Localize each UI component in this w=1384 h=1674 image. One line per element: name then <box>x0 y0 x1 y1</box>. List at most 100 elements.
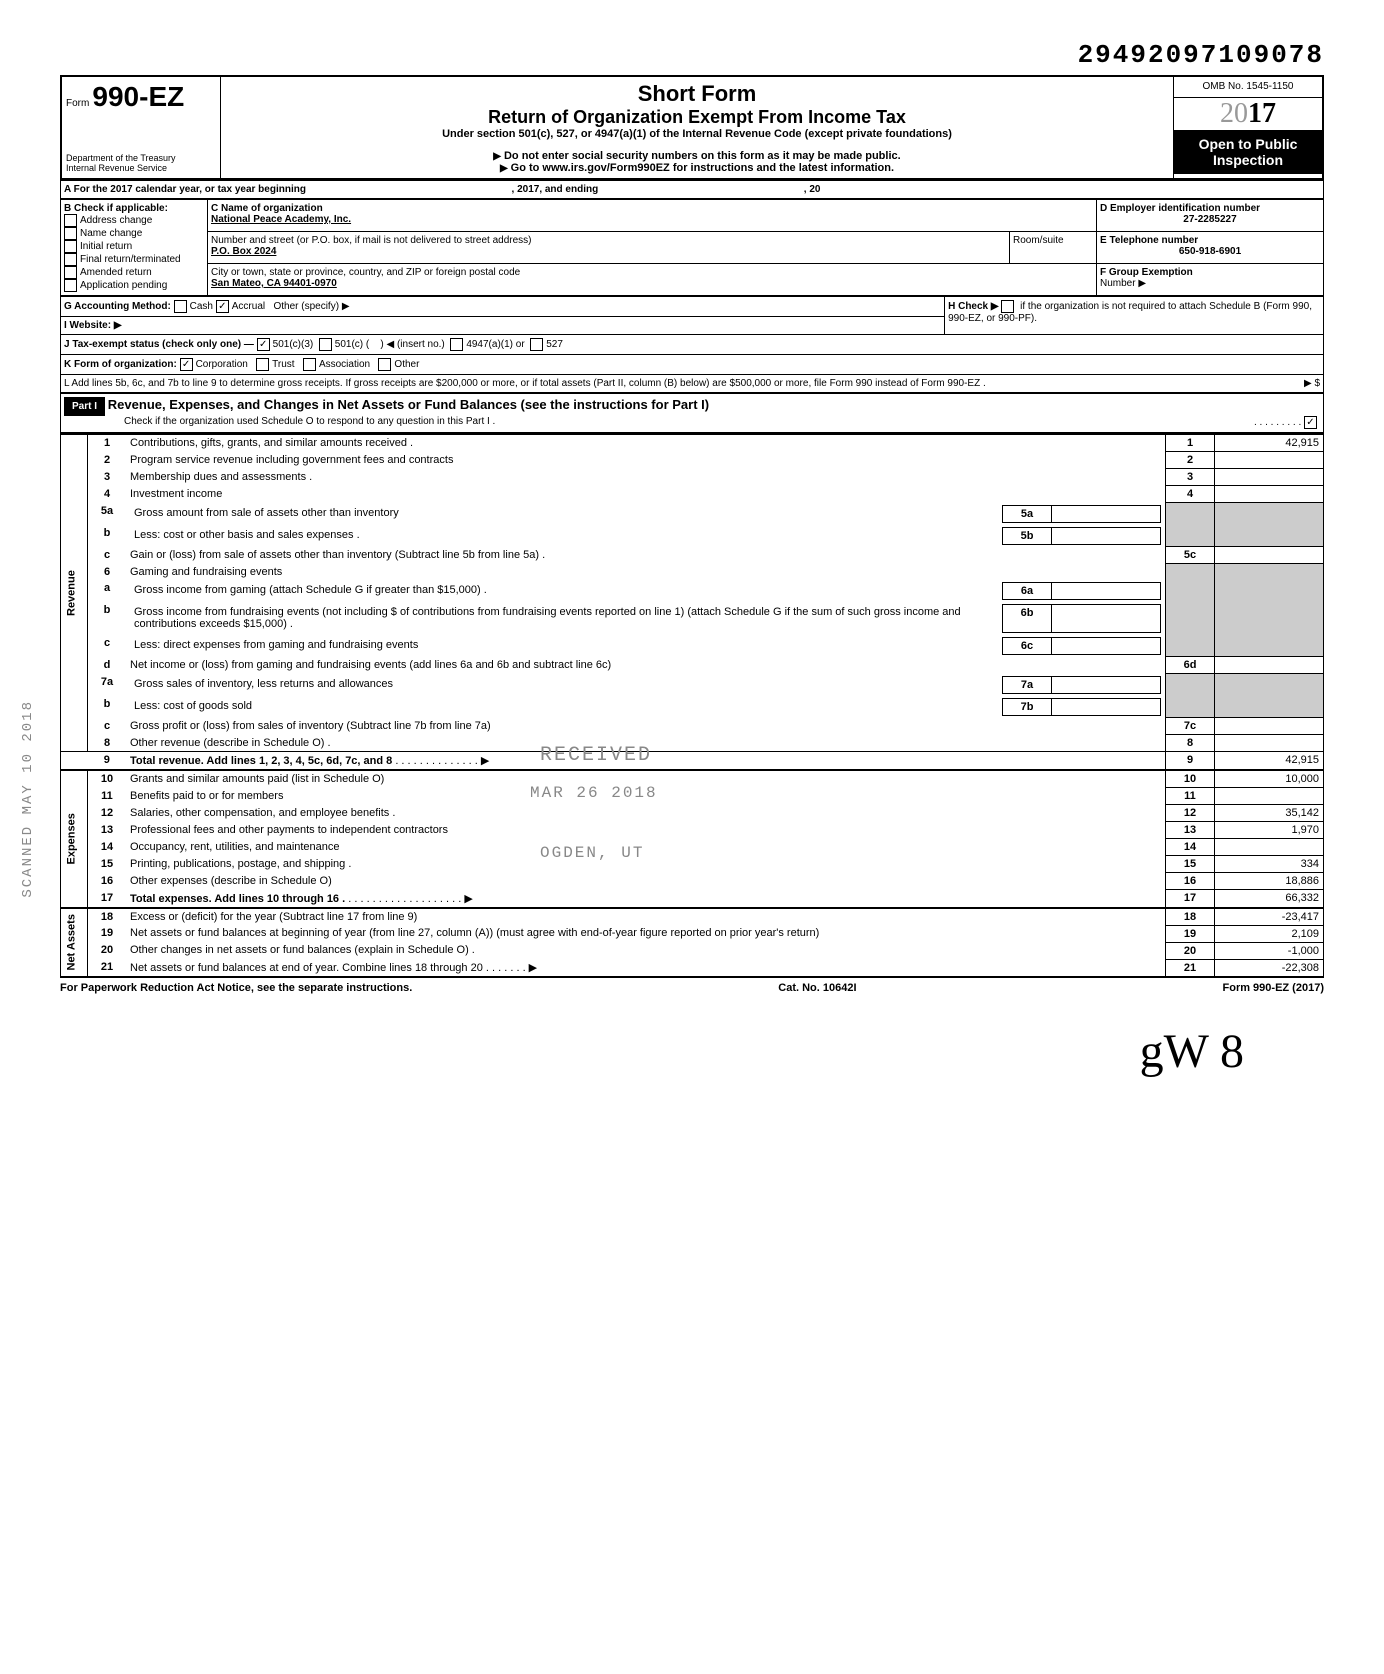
line-18-num: 18 <box>88 908 127 926</box>
checkbox-accrual[interactable]: ✓ <box>216 300 229 313</box>
checkbox-501c3[interactable]: ✓ <box>257 338 270 351</box>
checkbox-schedule-b[interactable] <box>1001 300 1014 313</box>
checkbox-amended[interactable] <box>64 266 77 279</box>
line-16-val: 18,886 <box>1215 873 1324 890</box>
street-label: Number and street (or P.O. box, if mail … <box>211 235 532 246</box>
part1-label: Part I <box>64 397 105 416</box>
line-15-val: 334 <box>1215 856 1324 873</box>
line-7c-num: c <box>88 718 127 735</box>
line-1-box: 1 <box>1166 435 1215 452</box>
line-6d-text: Net income or (loss) from gaming and fun… <box>126 657 1166 674</box>
line-15-num: 15 <box>88 856 127 873</box>
line-j-label: J Tax-exempt status (check only one) — <box>64 339 254 350</box>
checkbox-501c[interactable] <box>319 338 332 351</box>
line-8-num: 8 <box>88 735 127 752</box>
line-19-box: 19 <box>1166 925 1215 942</box>
line-6-num: 6 <box>88 564 127 580</box>
checkbox-schedule-o[interactable]: ✓ <box>1304 416 1317 429</box>
line-15-text: Printing, publications, postage, and shi… <box>126 856 1166 873</box>
label-accrual: Accrual <box>232 301 265 312</box>
line-i-label: I Website: ▶ <box>64 320 122 331</box>
line-4-box: 4 <box>1166 486 1215 503</box>
line-a-end: , 20 <box>804 184 821 195</box>
line-15-box: 15 <box>1166 856 1215 873</box>
short-form-title: Short Form <box>225 81 1169 107</box>
section-f-label: F Group Exemption <box>1100 267 1193 278</box>
line-7a-subval <box>1052 676 1161 693</box>
line-2-text: Program service revenue including govern… <box>126 452 1166 469</box>
line-17-num: 17 <box>88 890 127 908</box>
dept-treasury: Department of the Treasury <box>66 153 216 163</box>
instruction-1: Do not enter social security numbers on … <box>225 150 1169 162</box>
line-l-text: L Add lines 5b, 6c, and 7b to line 9 to … <box>64 378 986 389</box>
line-6d-box: 6d <box>1166 657 1215 674</box>
line-14-num: 14 <box>88 839 127 856</box>
form-header: Form 990-EZ Department of the Treasury I… <box>60 75 1324 180</box>
line-10-box: 10 <box>1166 770 1215 788</box>
line-5c-box: 5c <box>1166 547 1215 564</box>
signature: gW 8 <box>60 1024 1324 1079</box>
label-initial-return: Initial return <box>80 241 132 252</box>
line-13-num: 13 <box>88 822 127 839</box>
line-10-num: 10 <box>88 770 127 788</box>
line-21-val: -22,308 <box>1215 959 1324 977</box>
checkbox-name-change[interactable] <box>64 227 77 240</box>
stamp-date: MAR 26 2018 <box>530 784 658 802</box>
line-13-text: Professional fees and other payments to … <box>126 822 1166 839</box>
file-number: 29492097109078 <box>60 40 1324 70</box>
line-12-box: 12 <box>1166 805 1215 822</box>
room-label: Room/suite <box>1013 235 1064 246</box>
line-4-val <box>1215 486 1324 503</box>
checkbox-cash[interactable] <box>174 300 187 313</box>
checkbox-4947[interactable] <box>450 338 463 351</box>
line-5b-subval <box>1052 527 1161 544</box>
label-501c: 501(c) ( <box>335 339 369 350</box>
line-3-num: 3 <box>88 469 127 486</box>
checkbox-pending[interactable] <box>64 279 77 292</box>
line-4-num: 4 <box>88 486 127 503</box>
form-prefix: Form <box>66 98 89 109</box>
line-11-val <box>1215 788 1324 805</box>
checkbox-initial-return[interactable] <box>64 240 77 253</box>
line-6a-num: a <box>88 580 127 602</box>
line-8-val <box>1215 735 1324 752</box>
checkbox-trust[interactable] <box>256 358 269 371</box>
line-a-label: A For the 2017 calendar year, or tax yea… <box>64 184 306 195</box>
line-6b-num: b <box>88 602 127 635</box>
line-3-val <box>1215 469 1324 486</box>
checkbox-final-return[interactable] <box>64 253 77 266</box>
label-corp: Corporation <box>196 359 248 370</box>
footer-right: Form 990-EZ (2017) <box>1223 982 1324 994</box>
line-5c-num: c <box>88 547 127 564</box>
line-6c-text: Less: direct expenses from gaming and fu… <box>130 637 1003 654</box>
line-13-val: 1,970 <box>1215 822 1324 839</box>
line-18-box: 18 <box>1166 908 1215 926</box>
checkbox-other-org[interactable] <box>378 358 391 371</box>
city-label: City or town, state or province, country… <box>211 267 520 278</box>
line-6a-text: Gross income from gaming (attach Schedul… <box>130 582 1003 599</box>
line-a-mid: , 2017, and ending <box>512 184 599 195</box>
omb-number: OMB No. 1545-1150 <box>1178 81 1318 92</box>
checkbox-assoc[interactable] <box>303 358 316 371</box>
line-11-box: 11 <box>1166 788 1215 805</box>
checkbox-address-change[interactable] <box>64 214 77 227</box>
line-8-box: 8 <box>1166 735 1215 752</box>
line-18-text: Excess or (deficit) for the year (Subtra… <box>126 908 1166 926</box>
line-9-text: Total revenue. Add lines 1, 2, 3, 4, 5c,… <box>130 755 392 767</box>
checkbox-corp[interactable]: ✓ <box>180 358 193 371</box>
street-value: P.O. Box 2024 <box>211 246 276 257</box>
line-16-text: Other expenses (describe in Schedule O) <box>126 873 1166 890</box>
expenses-side-label: Expenses <box>61 770 88 908</box>
line-21-box: 21 <box>1166 959 1215 977</box>
checkbox-527[interactable] <box>530 338 543 351</box>
footer-left: For Paperwork Reduction Act Notice, see … <box>60 982 412 994</box>
footer: For Paperwork Reduction Act Notice, see … <box>60 982 1324 994</box>
label-other-org: Other <box>394 359 419 370</box>
label-501c3: 501(c)(3) <box>273 339 314 350</box>
line-7b-num: b <box>88 696 127 718</box>
line-1-text: Contributions, gifts, grants, and simila… <box>126 435 1166 452</box>
part1-title: Revenue, Expenses, and Changes in Net As… <box>108 397 709 412</box>
line-6c-subval <box>1052 637 1161 654</box>
line-12-val: 35,142 <box>1215 805 1324 822</box>
line-5b-num: b <box>88 525 127 547</box>
